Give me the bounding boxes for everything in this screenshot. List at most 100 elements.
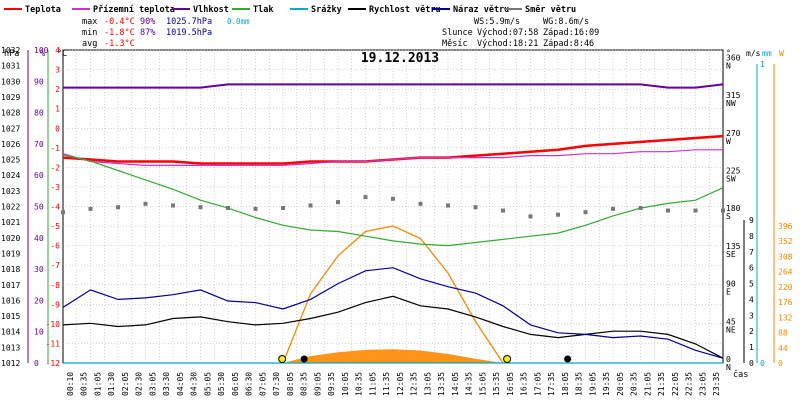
wind-direction-point [638,206,643,211]
wind-direction-point [116,205,120,210]
stat-label: avg [82,39,97,49]
stat-pressure: 1025.7hPa [166,17,212,27]
stat-rain: 0.0mm [227,17,250,26]
temp-tick: -12 [46,359,61,368]
solar-tick: 264 [778,268,793,277]
wdir-tick-compass: S [726,212,731,221]
x-tick: 02:30 [135,372,144,396]
pressure-axis-title: hPa [4,49,19,59]
legend-label: Srážky [311,5,342,15]
wind-direction-point [88,206,93,211]
wdir-tick: 0 [726,355,731,364]
x-tick: 06:05 [231,372,240,396]
wind-direction-point [528,214,533,219]
series-wind [62,295,724,359]
x-tick: 13:05 [423,372,432,396]
temp-tick: -2 [50,163,60,172]
wind-direction-point [336,200,340,205]
x-tick: 16:35 [520,372,529,396]
stat-temp: -1.3°C [104,39,135,49]
x-tick: 10:35 [355,372,364,396]
stat-label: max [82,17,97,27]
x-tick: 13:35 [437,372,446,396]
stat-pressure: 1019.5hPa [166,28,212,38]
x-tick: 12:05 [396,372,405,396]
wdir-tick: 360 [726,53,741,62]
pressure-tick: 1022 [1,203,20,212]
pressure-tick: 1026 [1,140,20,149]
wind-tick: 5 [749,280,754,289]
pressure-tick: 1020 [1,234,20,243]
wind-direction-point [583,210,588,215]
x-tick: 15:05 [478,372,487,396]
wind-direction-point [501,208,505,213]
x-tick: 20:05 [616,372,625,396]
wind-direction-point [61,210,65,215]
stat-label: min [82,28,97,38]
x-tick: 02:05 [121,372,130,396]
x-tick: 17:35 [547,372,556,396]
temp-tick: 3 [55,66,60,75]
wind-axis-title: m/s [746,49,761,58]
legend-label: Přízemní teplota [93,5,175,15]
wind-direction-point [391,196,395,201]
stat-temp: -0.4°C [104,17,135,27]
x-tick: 21:35 [657,372,666,396]
x-tick: 22:05 [671,372,680,396]
wind-direction-point [363,195,368,200]
wind-tick: 9 [749,216,754,225]
moon-marker-icon [300,355,308,363]
humidity-tick: 20 [34,296,44,305]
legend-label: Teplota [25,5,61,15]
wind-direction-point [556,212,560,217]
sun-rise: Východ:07:58 [477,28,538,38]
pressure-tick: 1030 [1,77,20,86]
wdir-tick-compass: SW [726,175,736,184]
wind-direction-point [473,205,478,210]
humidity-tick: 70 [34,140,44,149]
wind-direction-point [253,206,258,211]
pressure-tick: 1017 [1,281,20,290]
x-tick: 06:30 [245,372,254,396]
humidity-tick: 50 [34,203,44,212]
wind-direction-point [721,208,725,213]
legend-label: Náraz větru [453,4,509,15]
wind-direction-point [198,205,203,210]
moon-rise: Východ:18:21 [477,39,538,49]
sun-marker-icon [503,355,512,363]
x-tick: 18:35 [575,372,584,396]
temp-tick: -1 [50,144,60,153]
humidity-tick: 10 [34,328,44,337]
humidity-tick: 90 [34,77,44,86]
x-tick: 14:35 [465,372,474,396]
x-tick: 01:30 [107,372,116,396]
x-tick: 19:05 [588,372,597,396]
solar-tick: 308 [778,252,793,261]
wind-tick: 2 [749,327,754,336]
humidity-tick: 40 [34,234,44,243]
wdir-tick-compass: NE [726,325,736,334]
wdir-tick-compass: SE [726,250,736,259]
solar-tick: 176 [778,298,793,307]
wind-direction-point [281,206,285,211]
temp-tick: -11 [46,339,61,348]
wind-direction-point [446,203,450,208]
x-tick: 11:35 [382,372,391,396]
wind-tick: 4 [749,295,754,304]
wind-direction-point [693,208,698,213]
pressure-tick: 1015 [1,312,20,321]
sun-label: Slunce [442,28,473,38]
solar-curve [282,225,504,364]
time-axis-title: čas [733,369,748,380]
wind-direction-point [666,208,670,213]
series-press [62,154,724,247]
solar-tick: 88 [778,329,788,338]
temp-tick: -6 [50,242,60,251]
temp-tick: -3 [50,183,60,192]
x-tick: 09:35 [327,372,336,396]
wind-tick: 1 [749,343,754,352]
pressure-tick: 1012 [1,359,20,368]
wdir-tick: 45 [726,317,736,326]
solar-tick: 352 [778,237,793,246]
